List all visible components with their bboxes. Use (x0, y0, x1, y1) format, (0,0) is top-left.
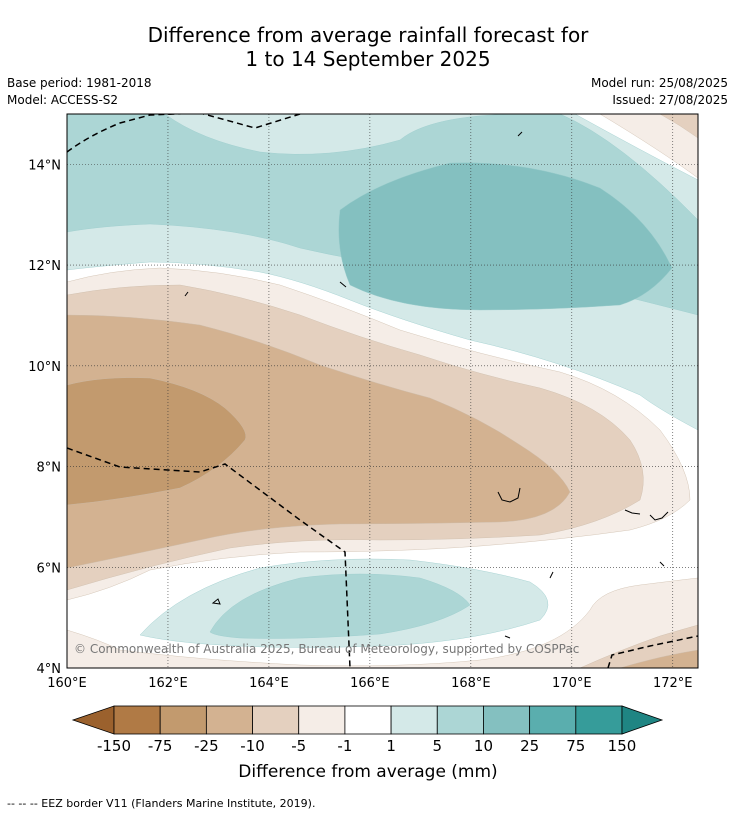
colorbar-swatch (575, 705, 623, 735)
rainfall-map: © Commonwealth of Australia 2025, Bureau… (28, 113, 699, 755)
contour-ne-minus5-minus10 (659, 114, 698, 139)
lon-tick-label: 166°E (350, 676, 390, 691)
base-period: Base period: 1981-2018 (7, 76, 152, 90)
colorbar-tick-label: -10 (240, 737, 265, 755)
contour-minus25-minus75 (67, 377, 246, 506)
colorbar-tick-label: 75 (566, 737, 585, 755)
contour-minus10-minus25 (67, 314, 571, 569)
colorbar-extend-low (71, 705, 115, 735)
lat-tick-label: 8°N (37, 461, 62, 476)
islands (184, 131, 669, 639)
model-name: Model: ACCESS-S2 (7, 93, 119, 107)
colorbar-swatch (298, 705, 346, 735)
eez-border-southeast (607, 635, 698, 668)
colorbar-tick-label: 10 (474, 737, 493, 755)
colorbar-swatch (390, 705, 438, 735)
colorbar-tick-label: 1 (386, 737, 396, 755)
lon-tick-label: 164°E (249, 676, 289, 691)
colorbar-swatch (436, 705, 484, 735)
lat-tick-label: 10°N (28, 360, 61, 375)
colorbar-tick-label: 25 (520, 737, 539, 755)
colorbar-swatch (344, 705, 392, 735)
longitude-labels: 160°E 162°E 164°E 166°E 168°E 170°E 172°E (47, 676, 692, 691)
lon-tick-label: 162°E (148, 676, 188, 691)
colorbar-tick-label: -150 (97, 737, 131, 755)
model-run: Model run: 25/08/2025 (590, 76, 728, 90)
colorbar-tick-label: -75 (148, 737, 173, 755)
colorbar-swatch (205, 705, 253, 735)
colorbar: -150 -75 -25 -10 -5 -1 1 5 10 25 75 150 (71, 705, 664, 755)
colorbar-extend-high (621, 705, 664, 735)
colorbar-tick-label: -25 (194, 737, 219, 755)
lat-tick-label: 12°N (28, 259, 61, 274)
lat-tick-label: 6°N (37, 561, 62, 576)
map-frame (66, 113, 699, 669)
lon-tick-label: 170°E (552, 676, 592, 691)
lat-tick-label: 4°N (37, 662, 62, 677)
title-line-2: 1 to 14 September 2025 (245, 47, 491, 71)
lat-tick-label: 14°N (28, 158, 61, 173)
colorbar-title: Difference from average (mm) (238, 762, 498, 782)
eez-border-north (67, 114, 301, 153)
copyright-text: © Commonwealth of Australia 2025, Bureau… (74, 642, 579, 656)
contour-south-5-10 (209, 573, 471, 639)
lon-tick-label: 160°E (47, 676, 87, 691)
colorbar-swatch (159, 705, 207, 735)
lon-tick-label: 172°E (653, 676, 693, 691)
colorbar-tick-label: 150 (608, 737, 637, 755)
gridlines (67, 114, 698, 668)
eez-footnote: -- -- -- EEZ border V11 (Flanders Marine… (7, 797, 316, 810)
colorbar-tick-label: -1 (337, 737, 352, 755)
issued-date: Issued: 27/08/2025 (612, 93, 728, 107)
colorbar-swatch (113, 705, 161, 735)
title-line-1: Difference from average rainfall forecas… (147, 23, 589, 47)
colorbar-tick-label: -5 (291, 737, 306, 755)
latitude-labels: 4°N 6°N 8°N 10°N 12°N 14°N (28, 158, 61, 677)
colorbar-swatch (529, 705, 577, 735)
colorbar-tick-label: 5 (432, 737, 442, 755)
lon-tick-label: 168°E (451, 676, 491, 691)
colorbar-swatch (252, 705, 300, 735)
eez-border-central (67, 447, 351, 668)
contour-layer (67, 114, 698, 668)
contour-10-25 (338, 162, 673, 311)
colorbar-swatch (483, 705, 531, 735)
